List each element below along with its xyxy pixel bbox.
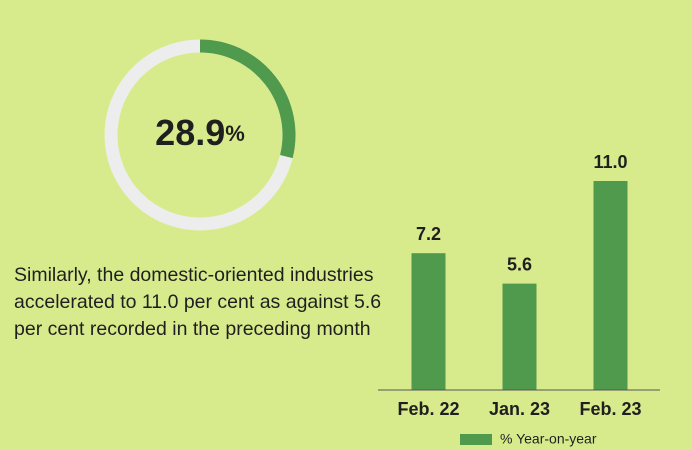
- caption-line: accelerated to 11.0 per cent as against …: [14, 291, 381, 313]
- donut-label: 28.9%: [155, 112, 245, 153]
- bar-value-label: 11.0: [593, 152, 627, 172]
- bar: [593, 181, 628, 390]
- donut-arc: [199, 39, 296, 159]
- bar: [502, 283, 537, 390]
- bar: [411, 253, 446, 390]
- caption: Similarly, the domestic-oriented industr…: [14, 264, 381, 340]
- caption-line: Similarly, the domestic-oriented industr…: [14, 264, 374, 286]
- legend-label: % Year-on-year: [500, 431, 597, 447]
- x-tick-label: Feb. 22: [397, 399, 459, 419]
- bar-value-label: 5.6: [507, 254, 532, 274]
- bar-value-label: 7.2: [416, 224, 441, 244]
- legend-swatch: [460, 434, 492, 445]
- caption-line: per cent recorded in the preceding month: [14, 318, 371, 340]
- x-tick-label: Jan. 23: [489, 399, 550, 419]
- x-tick-label: Feb. 23: [579, 399, 641, 419]
